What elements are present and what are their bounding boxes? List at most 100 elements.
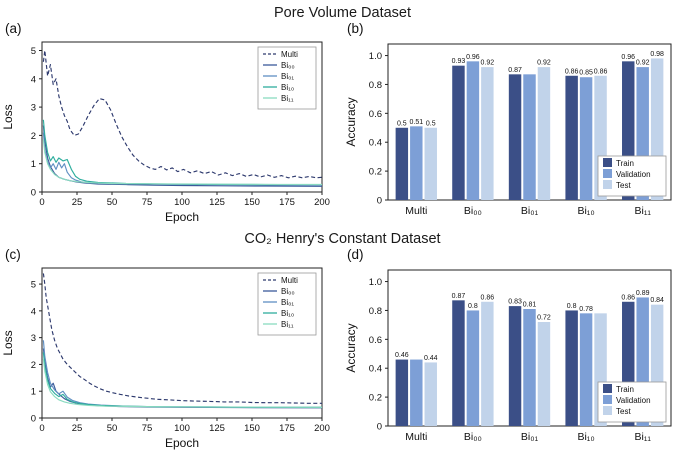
panel-b: (b) 0 0.2 0.4 0.6 0.8 1.0 Accuracy Multi 0.5 0.51… xyxy=(342,21,683,229)
svg-text:100: 100 xyxy=(174,197,190,208)
svg-text:Test: Test xyxy=(616,407,631,416)
svg-text:0.86: 0.86 xyxy=(621,294,635,301)
svg-text:Bi₀₀: Bi₀₀ xyxy=(281,61,295,70)
svg-text:0: 0 xyxy=(39,423,44,434)
svg-text:0.86: 0.86 xyxy=(565,68,579,75)
loss-line-chart-pore-volume: 0 25 50 75 100 125 150 175 200 0 1 2 3 4 5 Epoch Loss Mul… xyxy=(1,41,330,224)
panel-label-c: (c) xyxy=(5,247,21,262)
svg-text:0.92: 0.92 xyxy=(481,60,495,67)
svg-text:Bi₁₀: Bi₁₀ xyxy=(577,431,594,443)
svg-text:Accuracy: Accuracy xyxy=(344,323,358,372)
svg-text:Multi: Multi xyxy=(405,205,427,217)
svg-text:0.5: 0.5 xyxy=(426,120,436,127)
svg-text:Bi₀₀: Bi₀₀ xyxy=(464,205,482,217)
svg-text:1.0: 1.0 xyxy=(369,51,382,62)
svg-text:0: 0 xyxy=(377,196,382,207)
svg-text:Multi: Multi xyxy=(405,431,427,443)
svg-text:Bi₀₁: Bi₀₁ xyxy=(281,298,294,307)
svg-text:0: 0 xyxy=(31,414,36,425)
svg-text:3: 3 xyxy=(31,103,36,114)
svg-text:Loss: Loss xyxy=(1,104,15,129)
svg-text:Epoch: Epoch xyxy=(165,436,199,450)
svg-text:175: 175 xyxy=(279,423,295,434)
svg-text:0.93: 0.93 xyxy=(452,58,466,65)
svg-text:Validation: Validation xyxy=(616,170,651,179)
svg-text:0.84: 0.84 xyxy=(650,297,664,304)
svg-text:3: 3 xyxy=(31,333,36,344)
svg-text:Bi₀₀: Bi₀₀ xyxy=(464,431,482,443)
svg-text:0.87: 0.87 xyxy=(452,293,466,300)
svg-text:0.86: 0.86 xyxy=(481,294,495,301)
svg-text:Multi: Multi xyxy=(281,276,298,285)
panel-label-b: (b) xyxy=(347,21,364,36)
svg-text:0.96: 0.96 xyxy=(466,54,480,61)
svg-text:Bi₀₀: Bi₀₀ xyxy=(281,287,295,296)
svg-text:100: 100 xyxy=(174,423,190,434)
accuracy-bar-chart-pore-volume: 0 0.2 0.4 0.6 0.8 1.0 Accuracy Multi 0.5 0.51 0.5 B… xyxy=(344,43,672,217)
section-pore-volume: Pore Volume Dataset (a) 0 25 50 75 100 125 150… xyxy=(0,3,685,229)
svg-text:0.96: 0.96 xyxy=(621,54,635,61)
svg-text:25: 25 xyxy=(72,197,83,208)
svg-text:125: 125 xyxy=(209,423,225,434)
svg-text:Bi₀₁: Bi₀₁ xyxy=(521,205,539,217)
svg-text:Bi₀₁: Bi₀₁ xyxy=(281,72,294,81)
svg-text:4: 4 xyxy=(31,306,36,317)
panel-a: (a) 0 25 50 75 100 125 150 175 200 0 1 2 3 4 5 Epoch Los… xyxy=(0,21,342,229)
section-title-co2-henry: CO₂ Henry's Constant Dataset xyxy=(244,231,441,247)
svg-text:Train: Train xyxy=(616,385,634,394)
svg-text:150: 150 xyxy=(244,423,260,434)
svg-text:0.2: 0.2 xyxy=(369,167,382,178)
svg-text:150: 150 xyxy=(244,197,260,208)
svg-text:0.87: 0.87 xyxy=(508,67,522,74)
svg-text:0.44: 0.44 xyxy=(424,355,438,362)
section-co2-henry: CO₂ Henry's Constant Dataset (c) 0 25 50 75… xyxy=(0,229,685,453)
svg-text:1.0: 1.0 xyxy=(369,277,382,288)
svg-text:0.8: 0.8 xyxy=(369,306,382,317)
svg-text:Multi: Multi xyxy=(281,50,298,59)
svg-text:200: 200 xyxy=(314,197,330,208)
svg-text:0.92: 0.92 xyxy=(636,60,650,67)
svg-text:0.6: 0.6 xyxy=(369,335,382,346)
accuracy-bar-chart-co2-henry: 0 0.2 0.4 0.6 0.8 1.0 Accuracy Multi 0.46 0.44 Bi₀… xyxy=(344,269,672,443)
svg-text:Bi₁₁: Bi₁₁ xyxy=(281,320,294,329)
svg-text:25: 25 xyxy=(72,423,83,434)
svg-text:0.51: 0.51 xyxy=(409,119,423,126)
svg-text:0.81: 0.81 xyxy=(523,302,537,309)
svg-text:0: 0 xyxy=(39,197,44,208)
svg-text:4: 4 xyxy=(31,74,36,85)
svg-text:50: 50 xyxy=(107,423,118,434)
svg-text:Bi₁₀: Bi₁₀ xyxy=(281,83,294,92)
svg-text:Bi₁₁: Bi₁₁ xyxy=(634,431,651,443)
svg-text:0.46: 0.46 xyxy=(395,352,409,359)
svg-text:5: 5 xyxy=(31,280,36,291)
svg-text:0.89: 0.89 xyxy=(636,290,650,297)
svg-text:Loss: Loss xyxy=(1,330,15,355)
svg-text:200: 200 xyxy=(314,423,330,434)
svg-text:0.92: 0.92 xyxy=(537,60,551,67)
svg-text:0.6: 0.6 xyxy=(369,109,382,120)
svg-text:0.86: 0.86 xyxy=(594,68,608,75)
svg-text:0.85: 0.85 xyxy=(579,70,593,77)
svg-text:0.8: 0.8 xyxy=(468,303,478,310)
svg-text:Epoch: Epoch xyxy=(165,210,199,224)
svg-text:Validation: Validation xyxy=(616,396,651,405)
svg-text:0.72: 0.72 xyxy=(537,315,551,322)
svg-text:75: 75 xyxy=(142,197,153,208)
svg-text:125: 125 xyxy=(209,197,225,208)
svg-text:2: 2 xyxy=(31,360,36,371)
svg-text:0.5: 0.5 xyxy=(397,120,407,127)
svg-text:0.8: 0.8 xyxy=(567,303,577,310)
panel-label-a: (a) xyxy=(5,21,22,36)
svg-text:Bi₁₁: Bi₁₁ xyxy=(281,94,294,103)
svg-text:Bi₁₀: Bi₁₀ xyxy=(281,309,294,318)
svg-text:50: 50 xyxy=(107,197,118,208)
svg-text:75: 75 xyxy=(142,423,153,434)
svg-text:0.2: 0.2 xyxy=(369,393,382,404)
svg-text:Test: Test xyxy=(616,181,631,190)
svg-text:0.8: 0.8 xyxy=(369,80,382,91)
panel-label-d: (d) xyxy=(347,247,364,262)
svg-text:Bi₁₁: Bi₁₁ xyxy=(634,205,651,217)
svg-text:1: 1 xyxy=(31,159,36,170)
svg-text:Bi₁₀: Bi₁₀ xyxy=(577,205,594,217)
